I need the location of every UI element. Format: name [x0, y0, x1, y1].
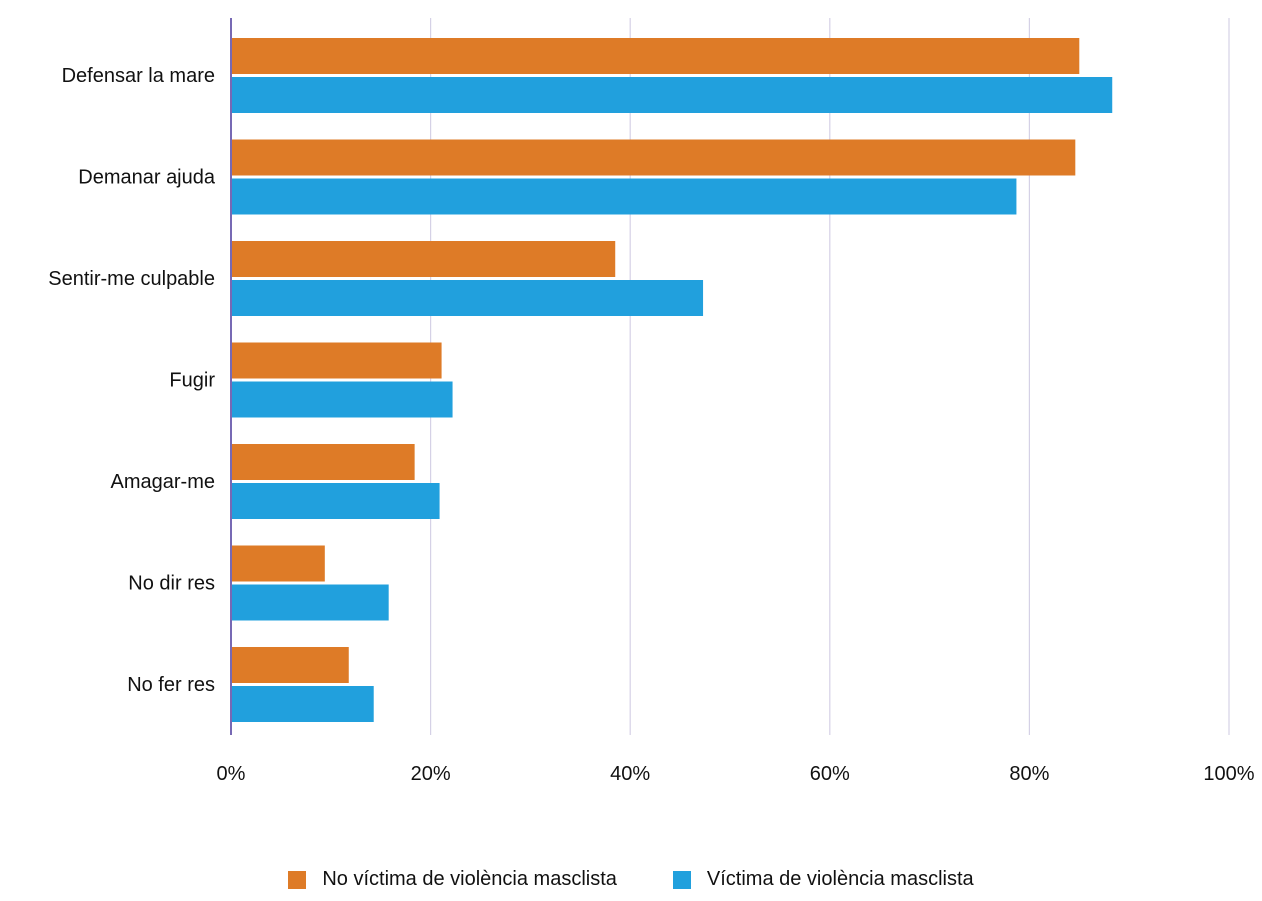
bar-victima — [231, 483, 440, 519]
bar-victima — [231, 686, 374, 722]
bar-no-victima — [231, 139, 1076, 176]
legend-label-no-victima: No víctima de violència masclista — [322, 868, 617, 890]
x-tick-label: 0% — [217, 763, 246, 785]
x-tick-label: 40% — [610, 763, 650, 785]
category-label: Demanar ajuda — [78, 166, 216, 188]
bar-victima — [231, 381, 453, 418]
bar-chart-svg: Defensar la mare Demanar ajuda Sentir-me c… — [48, 18, 1255, 785]
category-label: No fer res — [127, 674, 215, 696]
legend-item-victima: Víctima de violència masclista — [672, 868, 974, 891]
bar-victima — [231, 280, 704, 316]
legend-item-no-victima: No víctima de violència masclista — [288, 868, 617, 891]
legend: No víctima de violència masclista Víctim… — [0, 868, 1262, 891]
bar-no-victima — [231, 647, 349, 683]
category-label: Defensar la mare — [62, 65, 215, 87]
legend-swatch-victima — [672, 870, 691, 889]
x-tick-label: 100% — [1203, 763, 1254, 785]
bar-victima — [231, 584, 389, 621]
legend-swatch-no-victima — [288, 870, 307, 889]
category-label: Amagar-me — [111, 471, 215, 493]
bar-no-victima — [231, 38, 1080, 74]
bar-no-victima — [231, 545, 325, 582]
category-label: Fugir — [169, 369, 215, 391]
bar-victima — [231, 178, 1017, 215]
category-label: Sentir-me culpable — [48, 268, 215, 290]
category-label: No dir res — [128, 572, 215, 594]
x-tick-label: 20% — [411, 763, 451, 785]
x-tick-label: 80% — [1009, 763, 1049, 785]
legend-label-victima: Víctima de violència masclista — [706, 868, 974, 890]
bar-no-victima — [231, 241, 616, 277]
bar-no-victima — [231, 444, 415, 480]
bar-no-victima — [231, 342, 442, 379]
x-tick-label: 60% — [810, 763, 850, 785]
bar-victima — [231, 77, 1113, 113]
